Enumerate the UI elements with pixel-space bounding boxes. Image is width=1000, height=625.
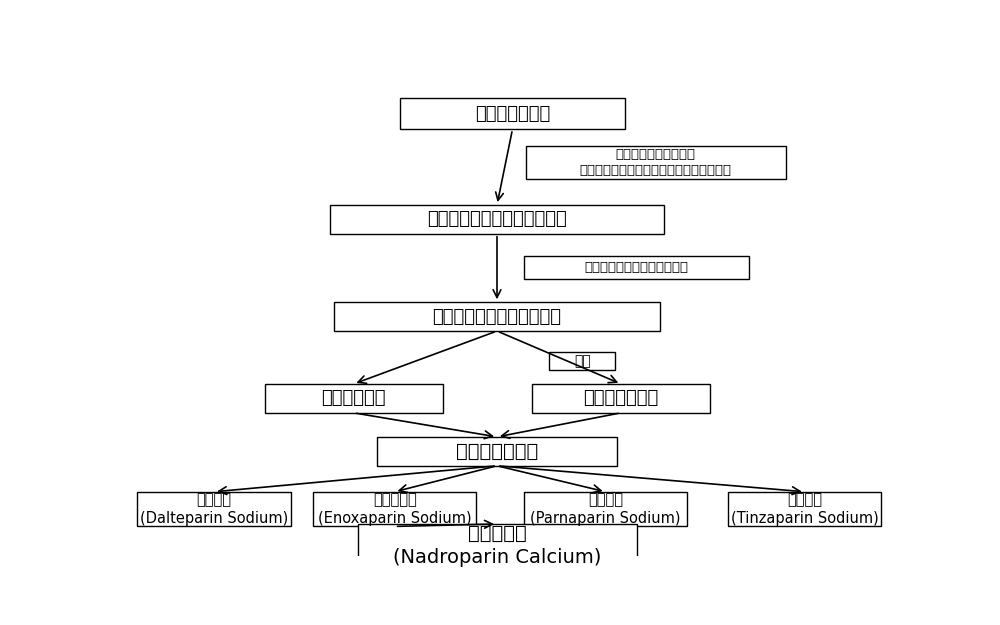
Text: 那曲肝素钙
(Nadroparin Calcium): 那曲肝素钙 (Nadroparin Calcium) (393, 524, 601, 567)
FancyBboxPatch shape (330, 205, 664, 234)
FancyBboxPatch shape (334, 302, 660, 331)
Text: 低分子肝素原料: 低分子肝素原料 (583, 389, 659, 408)
Text: 依诺肝素钠
(Enoxaparin Sodium): 依诺肝素钠 (Enoxaparin Sodium) (318, 492, 472, 526)
FancyBboxPatch shape (400, 98, 625, 129)
FancyBboxPatch shape (524, 256, 749, 279)
FancyBboxPatch shape (377, 437, 617, 466)
FancyBboxPatch shape (313, 492, 476, 526)
FancyBboxPatch shape (264, 384, 443, 413)
FancyBboxPatch shape (526, 146, 786, 179)
Text: 强碱型阴离子交换树脂
（提取，吸附，洗涤，洗脱，沉淀，干燥）: 强碱型阴离子交换树脂 （提取，吸附，洗涤，洗脱，沉淀，干燥） (580, 148, 732, 177)
FancyBboxPatch shape (549, 352, 615, 371)
Text: 草酸铵，高锰酸钾，过氧化氢: 草酸铵，高锰酸钾，过氧化氢 (584, 261, 688, 274)
Text: 达肝素钠
(Dalteparin Sodium): 达肝素钠 (Dalteparin Sodium) (140, 492, 288, 526)
FancyBboxPatch shape (137, 492, 291, 526)
FancyBboxPatch shape (728, 492, 881, 526)
Text: 裂解: 裂解 (574, 354, 591, 368)
Text: 低分子肝素制剂: 低分子肝素制剂 (456, 442, 538, 461)
Text: 肝素原料药（以钠盐为主）: 肝素原料药（以钠盐为主） (432, 308, 562, 326)
FancyBboxPatch shape (524, 492, 687, 526)
Text: 帕肝素钠
(Parnaparin Sodium): 帕肝素钠 (Parnaparin Sodium) (530, 492, 681, 526)
FancyBboxPatch shape (532, 384, 710, 413)
Text: 标准肝素制剂: 标准肝素制剂 (321, 389, 386, 408)
Text: 新鲜猪小肠粘膜: 新鲜猪小肠粘膜 (475, 104, 550, 122)
Text: 肝素粗品（含病毒和蛋白质）: 肝素粗品（含病毒和蛋白质） (427, 211, 567, 228)
Text: 汀肝素钠
(Tinzaparin Sodium): 汀肝素钠 (Tinzaparin Sodium) (731, 492, 879, 526)
FancyBboxPatch shape (358, 524, 637, 568)
